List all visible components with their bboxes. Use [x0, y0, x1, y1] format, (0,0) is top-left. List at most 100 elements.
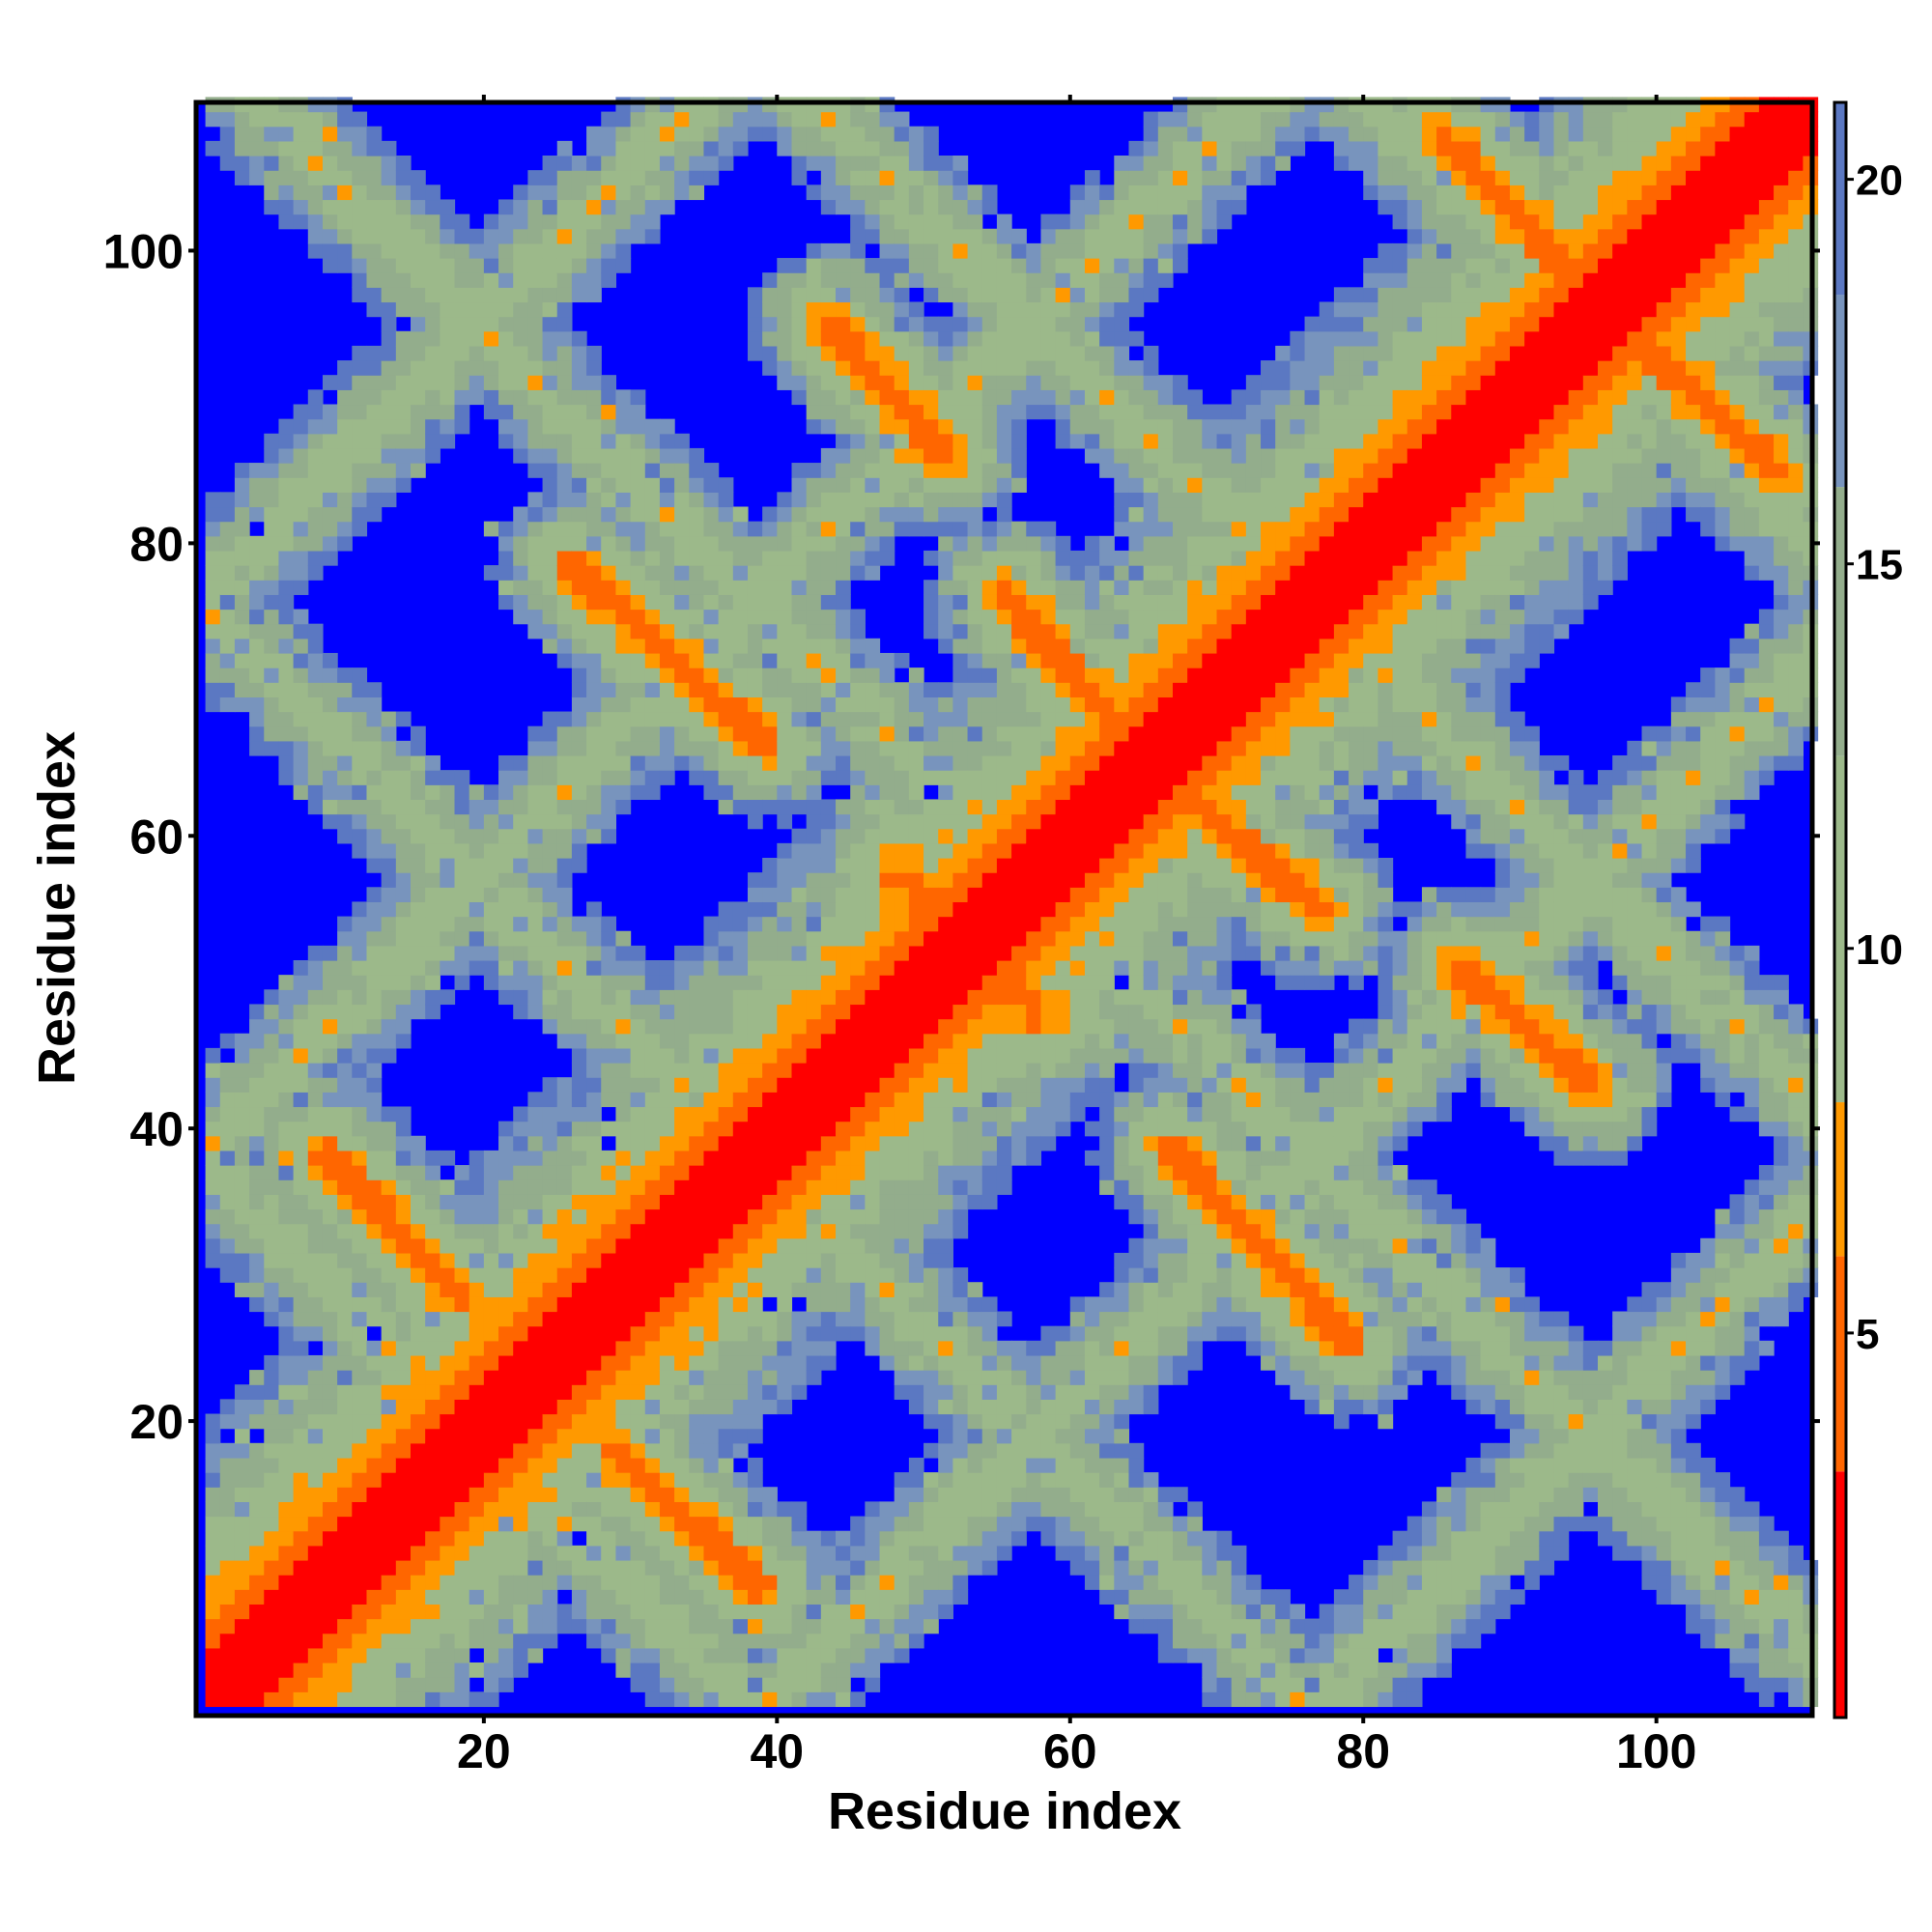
heatmap-cell — [586, 1487, 602, 1502]
heatmap-cell — [484, 1224, 499, 1239]
heatmap-cell — [895, 1355, 910, 1371]
heatmap-cell — [1026, 287, 1041, 302]
heatmap-cell — [572, 1004, 587, 1019]
heatmap-cell — [645, 960, 661, 976]
heatmap-cell — [748, 1122, 763, 1137]
heatmap-cell — [323, 507, 338, 523]
heatmap-cell — [366, 858, 382, 873]
heatmap-cell — [382, 1648, 397, 1663]
heatmap-cell — [1040, 901, 1056, 917]
heatmap-cell — [294, 522, 309, 537]
heatmap-cell — [543, 712, 558, 727]
heatmap-cell — [689, 1092, 704, 1107]
heatmap-cell — [557, 639, 573, 654]
heatmap-cell — [586, 653, 602, 668]
heatmap-cell — [352, 346, 367, 361]
heatmap-cell — [909, 185, 924, 200]
heatmap-cell — [249, 1048, 265, 1064]
heatmap-cell — [527, 799, 543, 814]
heatmap-cell — [455, 1341, 470, 1356]
heatmap-cell — [337, 1487, 353, 1502]
heatmap-cell — [455, 1589, 470, 1605]
heatmap-cell — [821, 829, 837, 844]
heatmap-cell — [498, 1546, 514, 1561]
heatmap-cell — [880, 653, 895, 668]
heatmap-cell — [382, 243, 397, 259]
heatmap-cell — [308, 770, 324, 785]
heatmap-cell — [645, 1531, 661, 1547]
heatmap-cell — [308, 989, 324, 1005]
heatmap-cell — [792, 989, 808, 1005]
heatmap-cell — [938, 229, 953, 244]
heatmap-cell — [865, 1312, 880, 1327]
heatmap-cell — [543, 1370, 558, 1385]
heatmap-cell — [1056, 917, 1071, 932]
heatmap-cell — [660, 1004, 675, 1019]
heatmap-cell — [411, 931, 426, 947]
heatmap-cell — [206, 668, 221, 683]
heatmap-cell — [952, 360, 968, 376]
heatmap-cell — [865, 1546, 880, 1561]
heatmap-cell — [748, 741, 763, 756]
heatmap-cell — [615, 170, 631, 185]
heatmap-cell — [615, 1501, 631, 1517]
heatmap-cell — [411, 1589, 426, 1605]
heatmap-cell — [557, 1122, 573, 1137]
heatmap-cell — [703, 946, 719, 961]
heatmap-cell — [836, 975, 851, 990]
heatmap-cell — [762, 127, 778, 142]
heatmap-cell — [352, 946, 367, 961]
heatmap-cell — [865, 565, 880, 581]
heatmap-cell — [850, 784, 866, 800]
heatmap-cell — [220, 682, 236, 697]
heatmap-cell — [923, 507, 939, 523]
heatmap-cell — [982, 858, 998, 873]
heatmap-cell — [586, 214, 602, 230]
heatmap-cell — [997, 1472, 1012, 1488]
heatmap-cell — [469, 858, 485, 873]
heatmap-cell — [645, 1224, 661, 1239]
heatmap-cell — [997, 331, 1012, 347]
heatmap-cell — [689, 565, 704, 581]
heatmap-cell — [249, 127, 265, 142]
heatmap-cell — [762, 1575, 778, 1590]
heatmap-cell — [807, 1194, 822, 1209]
heatmap-cell — [455, 1546, 470, 1561]
heatmap-cell — [337, 1253, 353, 1268]
heatmap-cell — [440, 1151, 455, 1166]
heatmap-cell — [836, 1208, 851, 1224]
heatmap-cell — [235, 1238, 250, 1254]
heatmap-cell — [366, 1384, 382, 1400]
heatmap-cell — [1026, 1501, 1041, 1517]
heatmap-cell — [440, 872, 455, 888]
heatmap-cell — [748, 127, 763, 142]
heatmap-cell — [1070, 1501, 1086, 1517]
heatmap-cell — [631, 594, 646, 610]
heatmap-cell — [278, 170, 294, 185]
heatmap-cell — [952, 156, 968, 171]
heatmap-cell — [938, 1341, 953, 1356]
heatmap-cell — [952, 301, 968, 317]
heatmap-cell — [411, 1677, 426, 1692]
heatmap-cell — [807, 770, 822, 785]
heatmap-cell — [615, 741, 631, 756]
heatmap-cell — [777, 580, 792, 595]
heatmap-cell — [923, 829, 939, 844]
heatmap-cell — [513, 301, 528, 317]
heatmap-cell — [615, 419, 631, 435]
heatmap-cell — [615, 1151, 631, 1166]
heatmap-cell — [206, 1604, 221, 1619]
heatmap-cell — [1056, 814, 1071, 830]
heatmap-cell — [601, 975, 616, 990]
heatmap-cell — [308, 1648, 324, 1663]
heatmap-cell — [498, 1384, 514, 1400]
heatmap-cell — [615, 594, 631, 610]
heatmap-cell — [938, 1546, 953, 1561]
heatmap-cell — [513, 1136, 528, 1151]
heatmap-cell — [601, 272, 616, 288]
heatmap-cell — [264, 1384, 279, 1400]
heatmap-cell — [703, 1619, 719, 1634]
heatmap-cell — [821, 1165, 837, 1180]
heatmap-cell — [601, 1092, 616, 1107]
heatmap-cell — [748, 1677, 763, 1692]
